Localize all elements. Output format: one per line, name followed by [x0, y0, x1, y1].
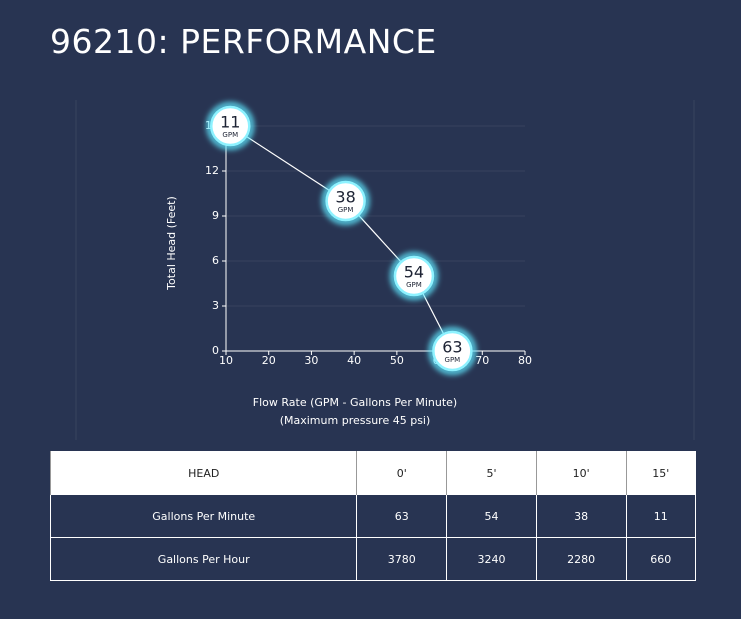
- table-cell: 2280: [535, 537, 626, 581]
- point-marker: [393, 255, 435, 297]
- table-cell: Gallons Per Minute: [49, 494, 357, 538]
- point-label: 11: [220, 113, 240, 132]
- y-tick-label: 3: [212, 299, 219, 312]
- point-label: 54: [404, 263, 424, 282]
- point-unit: GPM: [406, 281, 422, 289]
- table-cell: 54: [446, 494, 537, 538]
- table-row: Gallons Per Hour 3780 3240 2280 660: [49, 537, 696, 581]
- header-cell: HEAD: [49, 451, 357, 495]
- y-axis-label: Total Head (Feet): [165, 196, 178, 291]
- y-tick-label: 12: [205, 164, 219, 177]
- header-cell: 0': [356, 451, 447, 495]
- data-table: HEAD 0' 5' 10' 15' Gallons Per Minute 63 54 38 1…: [49, 451, 696, 581]
- table-cell: 63: [356, 494, 447, 538]
- header-cell: 5': [446, 451, 537, 495]
- table-cell: 11: [625, 494, 696, 538]
- x-tick-label: 20: [262, 354, 276, 367]
- point-marker: [432, 330, 473, 372]
- point-label: 63: [442, 338, 462, 357]
- point-glow: [322, 177, 370, 225]
- table-cell: 660: [625, 537, 696, 581]
- point-glow: [390, 252, 438, 300]
- chart: Flow Rate (GPM - Gallons Per Minute) (Ma…: [75, 100, 695, 440]
- y-tick-label: 6: [212, 254, 219, 267]
- table-cell: 3780: [356, 537, 447, 581]
- table-cell: 3240: [446, 537, 537, 581]
- x-axis-note: (Maximum pressure 45 psi): [280, 414, 431, 427]
- x-tick-label: 40: [347, 354, 361, 367]
- table-row: Gallons Per Minute 63 54 38 11: [49, 494, 696, 538]
- x-tick-label: 80: [518, 354, 532, 367]
- point-unit: GPM: [338, 206, 354, 214]
- table-cell: 38: [535, 494, 626, 538]
- page-title: 96210: PERFORMANCE: [50, 22, 437, 61]
- y-tick-label: 0: [212, 344, 219, 357]
- y-tick-label: 9: [212, 209, 219, 222]
- point-marker: [325, 180, 366, 222]
- header-cell: 10': [535, 451, 626, 495]
- table-cell: Gallons Per Hour: [49, 537, 357, 581]
- x-tick-label: 30: [304, 354, 318, 367]
- header-row: HEAD 0' 5' 10' 15': [49, 451, 696, 495]
- x-axis-label: Flow Rate (GPM - Gallons Per Minute): [253, 396, 457, 409]
- header-cell: 15': [625, 451, 696, 495]
- point-label: 38: [335, 188, 355, 207]
- point-marker: [210, 105, 251, 147]
- x-tick-label: 50: [390, 354, 404, 367]
- x-tick-label: 70: [475, 354, 489, 367]
- point-glow: [428, 327, 476, 375]
- point-unit: GPM: [445, 356, 461, 364]
- x-tick-label: 10: [219, 354, 233, 367]
- point-unit: GPM: [222, 131, 238, 139]
- point-glow: [206, 102, 254, 150]
- data-line: [229, 125, 453, 352]
